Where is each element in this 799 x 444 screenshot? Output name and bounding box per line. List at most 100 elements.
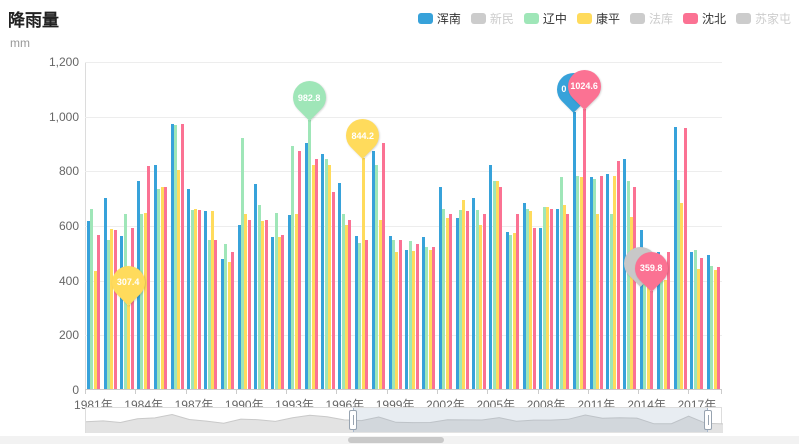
bar-辽中-2003[interactable] [458, 209, 462, 389]
bar-浑南-1989[interactable] [220, 259, 224, 389]
bar-浑南-2014[interactable] [639, 230, 643, 389]
bar-康平-2008[interactable] [546, 207, 550, 389]
bar-康平-2001[interactable] [428, 249, 432, 389]
bar-康平-1985[interactable] [160, 186, 164, 389]
bar-康平-1998[interactable] [378, 219, 382, 389]
bar-康平-1991[interactable] [261, 220, 265, 389]
bar-浑南-2013[interactable] [623, 159, 627, 389]
bar-浑南-2001[interactable] [422, 237, 426, 389]
bar-沈北-2005[interactable] [499, 186, 503, 389]
bar-康平-1995[interactable] [328, 164, 332, 389]
bar-浑南-2000[interactable] [405, 249, 409, 389]
bar-辽中-2007[interactable] [526, 208, 530, 389]
bar-辽中-2002[interactable] [442, 208, 446, 389]
bar-浑南-1994[interactable] [304, 143, 308, 389]
bar-沈北-1999[interactable] [398, 240, 402, 389]
bar-辽中-2013[interactable] [626, 181, 630, 389]
bar-康平-1983[interactable] [127, 304, 131, 389]
bar-辽中-1995[interactable] [324, 159, 328, 389]
bar-康平-2011[interactable] [596, 214, 600, 389]
bar-沈北-1988[interactable] [214, 240, 218, 389]
bar-沈北-2016[interactable] [683, 127, 687, 389]
bar-沈北-1981[interactable] [97, 234, 100, 389]
bar-辽中-1985[interactable] [157, 189, 161, 389]
bar-康平-2014[interactable] [646, 268, 650, 389]
bar-辽中-2011[interactable] [593, 178, 597, 389]
bar-沈北-2017[interactable] [700, 257, 704, 389]
bar-浑南-2017[interactable] [690, 252, 694, 389]
bar-辽中-2006[interactable] [509, 234, 513, 389]
bar-辽中-1993[interactable] [291, 145, 295, 389]
bar-康平-1996[interactable] [345, 225, 349, 389]
bar-沈北-2004[interactable] [482, 214, 486, 389]
legend-item-沈北[interactable]: 沈北 [682, 10, 726, 27]
bar-浑南-2012[interactable] [606, 174, 610, 389]
bar-沈北-1984[interactable] [147, 166, 151, 389]
bar-康平-1981[interactable] [93, 271, 97, 389]
bar-康平-2000[interactable] [412, 250, 416, 389]
bar-辽中-1998[interactable] [375, 164, 379, 389]
bar-浑南-1997[interactable] [355, 235, 358, 389]
bar-沈北-1990[interactable] [247, 219, 251, 389]
bar-康平-1994[interactable] [311, 164, 315, 389]
bar-辽中-1981[interactable] [90, 208, 94, 389]
bar-沈北-2006[interactable] [516, 214, 520, 389]
bar-浑南-1992[interactable] [271, 237, 275, 389]
bar-沈北-1986[interactable] [180, 123, 184, 389]
bar-辽中-1987[interactable] [190, 209, 194, 389]
bar-辽中-1988[interactable] [207, 240, 211, 389]
bar-辽中-1982[interactable] [106, 240, 110, 389]
bar-康平-1988[interactable] [210, 211, 214, 389]
bar-辽中-1991[interactable] [257, 204, 261, 389]
bar-康平-2016[interactable] [680, 203, 684, 389]
bar-辽中-2000[interactable] [408, 241, 412, 389]
bar-浑南-2007[interactable] [522, 203, 526, 389]
bar-辽中-1996[interactable] [341, 214, 345, 389]
bar-浑南-1986[interactable] [170, 123, 174, 389]
bar-浑南-1988[interactable] [204, 211, 208, 389]
bar-辽中-2001[interactable] [425, 246, 429, 389]
bar-康平-1992[interactable] [277, 237, 281, 389]
legend-item-法库[interactable]: 法库 [629, 10, 673, 27]
bar-沈北-1987[interactable] [197, 209, 201, 389]
bar-辽中-2008[interactable] [542, 207, 546, 389]
bar-康平-1989[interactable] [227, 261, 231, 389]
bar-浑南-2004[interactable] [472, 197, 476, 389]
bar-康平-2006[interactable] [512, 233, 516, 389]
bar-沈北-1996[interactable] [348, 219, 352, 389]
datazoom-right-handle[interactable] [704, 410, 713, 430]
bar-沈北-2003[interactable] [465, 211, 469, 389]
bar-沈北-1982[interactable] [113, 230, 117, 389]
bar-浑南-1998[interactable] [371, 151, 375, 389]
bar-康平-2015[interactable] [663, 279, 667, 389]
bar-沈北-2015[interactable] [666, 252, 670, 389]
bar-康平-1986[interactable] [177, 170, 181, 389]
bar-浑南-1987[interactable] [187, 189, 191, 389]
bar-康平-2004[interactable] [479, 225, 483, 389]
bar-辽中-2016[interactable] [676, 179, 680, 389]
bar-沈北-1998[interactable] [381, 143, 385, 389]
bar-浑南-2015[interactable] [656, 252, 660, 389]
bar-康平-2005[interactable] [495, 181, 499, 389]
bar-辽中-2005[interactable] [492, 181, 496, 389]
bar-康平-2002[interactable] [445, 218, 449, 389]
bar-浑南-2006[interactable] [505, 231, 509, 389]
bar-浑南-2011[interactable] [589, 177, 593, 389]
bar-康平-1982[interactable] [110, 229, 114, 389]
legend-item-新民[interactable]: 新民 [470, 10, 514, 27]
bar-辽中-1984[interactable] [140, 214, 144, 389]
bar-康平-2010[interactable] [579, 177, 583, 389]
bar-康平-1997[interactable] [361, 158, 365, 389]
bar-辽中-1997[interactable] [358, 242, 362, 389]
legend-item-苏家屯[interactable]: 苏家屯 [735, 10, 791, 27]
bar-辽中-1992[interactable] [274, 212, 278, 389]
bar-康平-1993[interactable] [294, 214, 298, 389]
bar-康平-1987[interactable] [194, 208, 198, 389]
bar-沈北-2001[interactable] [432, 246, 436, 389]
bar-浑南-1983[interactable] [120, 235, 124, 389]
bar-辽中-2017[interactable] [693, 249, 697, 389]
bar-辽中-1994[interactable] [308, 120, 312, 389]
bar-沈北-1983[interactable] [130, 227, 134, 389]
bar-沈北-1991[interactable] [264, 219, 268, 389]
bar-沈北-1995[interactable] [331, 192, 335, 389]
